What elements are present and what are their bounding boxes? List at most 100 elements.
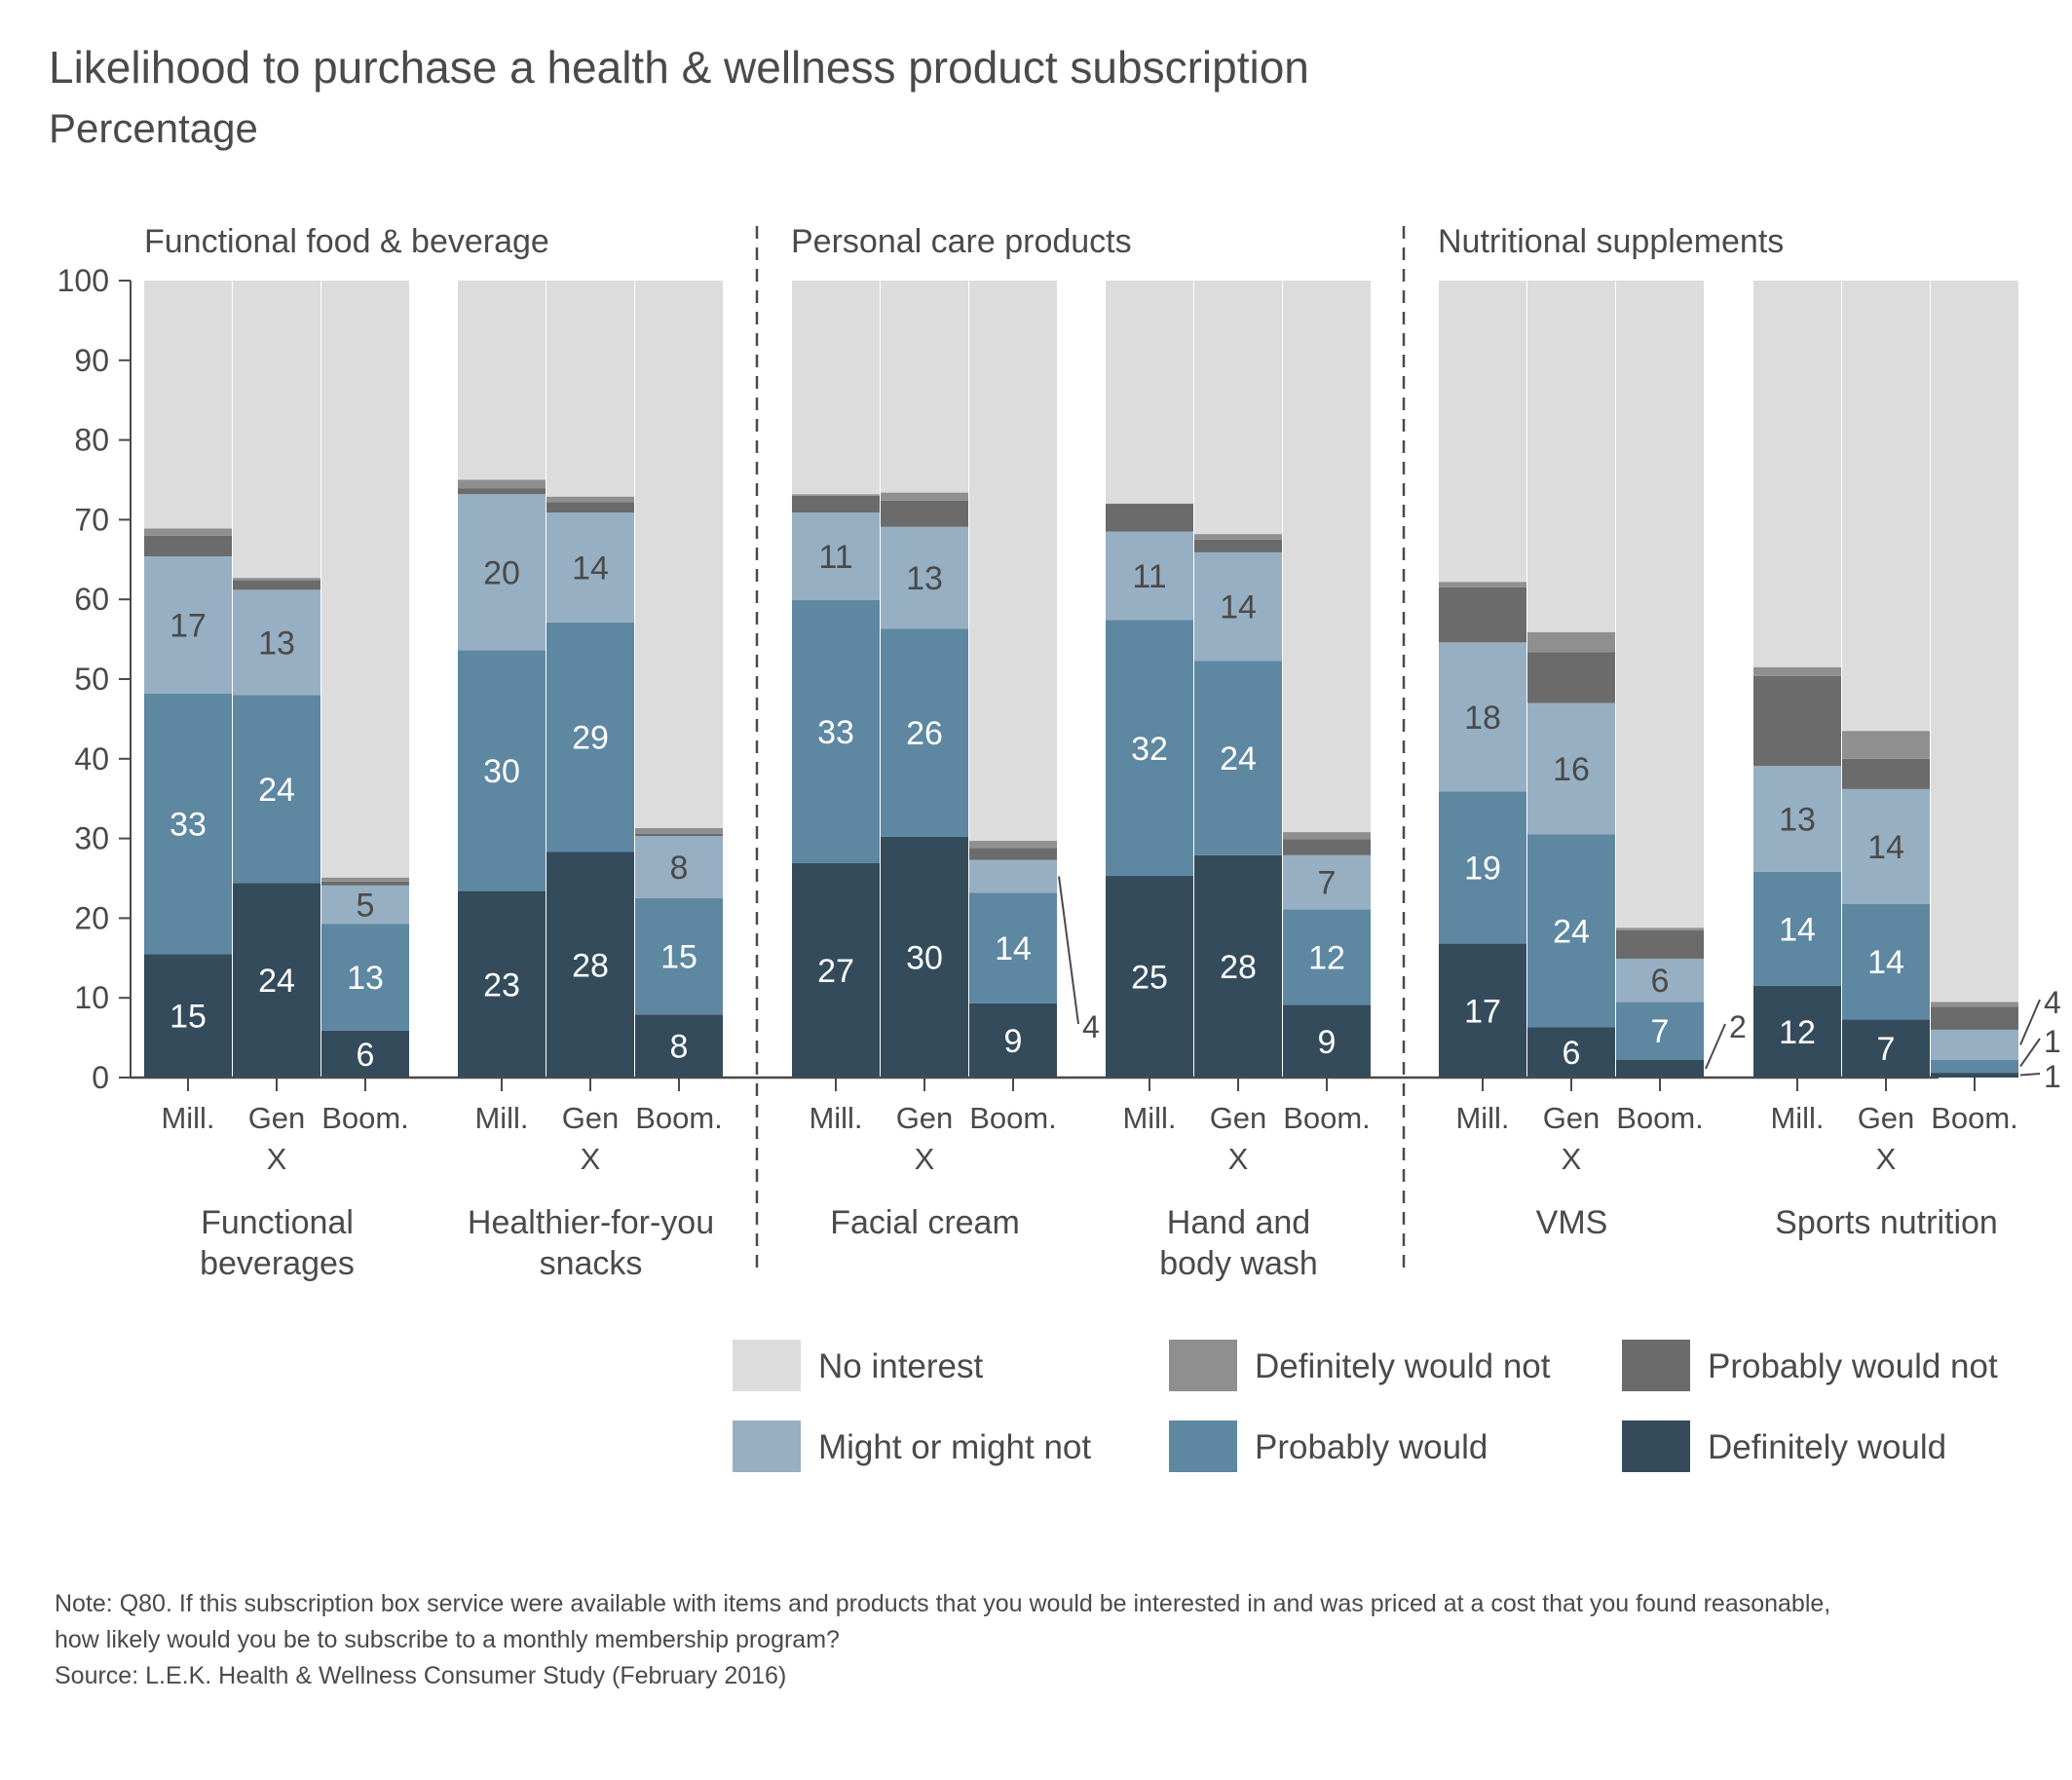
y-tick-label: 40 bbox=[74, 741, 109, 776]
bar-segment bbox=[881, 500, 968, 527]
notes: Note: Q80. If this subscription box serv… bbox=[55, 1586, 2003, 1694]
data-label: 33 bbox=[817, 714, 854, 751]
bar-segment bbox=[792, 281, 880, 495]
data-label: 16 bbox=[1553, 751, 1590, 788]
callout-label: 4 bbox=[2044, 985, 2061, 1020]
bar-segment bbox=[1283, 909, 1371, 1005]
data-label: 11 bbox=[818, 539, 852, 576]
bar-segment bbox=[458, 281, 546, 480]
bar-segment bbox=[233, 281, 320, 579]
x-tick-label: Gen bbox=[1210, 1101, 1267, 1135]
product-label: Hand and bbox=[1167, 1204, 1310, 1241]
data-label: 14 bbox=[995, 930, 1032, 967]
data-label: 14 bbox=[572, 549, 609, 587]
bar-segment bbox=[546, 281, 634, 497]
bar-segment bbox=[1194, 661, 1282, 855]
data-label: 9 bbox=[1004, 1023, 1023, 1060]
x-tick-label: Boom. bbox=[969, 1101, 1057, 1135]
x-tick-label: Mill. bbox=[1770, 1101, 1824, 1135]
data-label: 12 bbox=[1779, 1014, 1816, 1051]
data-label: 8 bbox=[670, 1029, 689, 1066]
bar-segment bbox=[1842, 758, 1930, 789]
bar-segment bbox=[1842, 903, 1930, 1020]
bar-segment bbox=[1753, 666, 1841, 676]
bar-segment bbox=[1616, 1002, 1704, 1061]
data-label: 28 bbox=[572, 947, 609, 984]
bar-segment bbox=[1842, 731, 1930, 759]
bar-segment bbox=[1106, 281, 1193, 505]
bar-segment bbox=[1931, 1073, 2018, 1078]
bar-segment bbox=[1931, 1029, 2018, 1061]
bar-segment bbox=[458, 488, 546, 495]
x-tick-label: X bbox=[1562, 1142, 1582, 1176]
chart-subtitle: Percentage bbox=[49, 105, 258, 151]
data-label: 11 bbox=[1132, 558, 1166, 595]
legend-label: Probably would bbox=[1255, 1428, 1488, 1466]
x-tick-label: Mill. bbox=[1122, 1101, 1176, 1135]
stacked-bar-chart: 0 10 20 30 40 50 60 70 80 90 100 Functional food & … bbox=[57, 223, 2061, 1472]
bar-segment bbox=[1842, 788, 1930, 904]
data-label: 8 bbox=[670, 850, 689, 887]
callout-line bbox=[1705, 1023, 1726, 1070]
callout-label: 1 bbox=[2044, 1059, 2061, 1094]
callout-line bbox=[2019, 1038, 2041, 1068]
bar-segment bbox=[321, 885, 409, 925]
bar-segment bbox=[144, 954, 232, 1078]
callout-line bbox=[1058, 876, 1079, 1025]
bar-segment bbox=[969, 892, 1057, 1004]
note-line-2: how likely would you be to subscribe to … bbox=[55, 1626, 840, 1653]
bar-segment bbox=[1283, 854, 1371, 910]
bar-segment bbox=[1194, 854, 1282, 1078]
bar-segment bbox=[1842, 1019, 1930, 1078]
bar-segment bbox=[635, 836, 723, 898]
bar-segment bbox=[792, 512, 880, 601]
data-label: 15 bbox=[170, 999, 207, 1036]
product-label: snacks bbox=[540, 1245, 643, 1282]
y-tick-label: 70 bbox=[74, 502, 109, 537]
data-label: 23 bbox=[483, 966, 520, 1004]
bar-segment bbox=[546, 496, 634, 503]
data-label: 9 bbox=[1318, 1024, 1337, 1061]
data-label: 12 bbox=[1308, 939, 1345, 976]
source-line: Source: L.E.K. Health & Wellness Consume… bbox=[55, 1662, 787, 1689]
bar-segment bbox=[321, 281, 409, 878]
bar-segment bbox=[1931, 1002, 2018, 1007]
x-tick-label: Boom. bbox=[1931, 1101, 2018, 1135]
x-tick-label: Boom. bbox=[321, 1101, 409, 1135]
bar-segment bbox=[969, 859, 1057, 893]
bar-segment bbox=[1616, 281, 1704, 928]
bar-segment bbox=[1527, 702, 1615, 835]
data-label: 7 bbox=[1877, 1031, 1896, 1068]
bar-segment bbox=[144, 693, 232, 955]
bar-segment bbox=[1842, 281, 1930, 732]
bar-segment bbox=[546, 512, 634, 623]
data-label: 13 bbox=[1779, 802, 1816, 839]
legend-swatch bbox=[733, 1340, 801, 1391]
product-label: Facial cream bbox=[830, 1204, 1020, 1241]
note-line-1: Note: Q80. If this subscription box serv… bbox=[55, 1590, 1831, 1617]
bar-segment bbox=[1753, 871, 1841, 986]
data-label: 6 bbox=[1563, 1035, 1581, 1072]
x-tick-label: X bbox=[915, 1142, 935, 1176]
bar-segment bbox=[1527, 631, 1615, 653]
bar-segment bbox=[1283, 839, 1371, 855]
data-label: 14 bbox=[1867, 944, 1904, 981]
data-label: 32 bbox=[1131, 731, 1168, 768]
bar-segment bbox=[881, 628, 968, 837]
product-label: body wash bbox=[1159, 1245, 1318, 1282]
legend-swatch bbox=[1169, 1420, 1237, 1472]
product-label: beverages bbox=[200, 1245, 355, 1282]
chart-title: Likelihood to purchase a health & wellne… bbox=[49, 42, 1309, 93]
bar-segment bbox=[1616, 929, 1704, 960]
bar-segment bbox=[792, 494, 880, 496]
legend-swatch bbox=[1622, 1420, 1690, 1472]
bar-segment bbox=[458, 479, 546, 489]
bar-segment bbox=[792, 600, 880, 863]
data-label: 26 bbox=[906, 715, 943, 752]
x-tick-label: Boom. bbox=[635, 1101, 723, 1135]
data-label: 25 bbox=[1131, 960, 1168, 997]
bar-segment bbox=[458, 494, 546, 651]
bar-segment bbox=[1283, 832, 1371, 840]
bar-segment bbox=[635, 897, 723, 1015]
x-tick-label: Gen bbox=[1858, 1101, 1915, 1135]
